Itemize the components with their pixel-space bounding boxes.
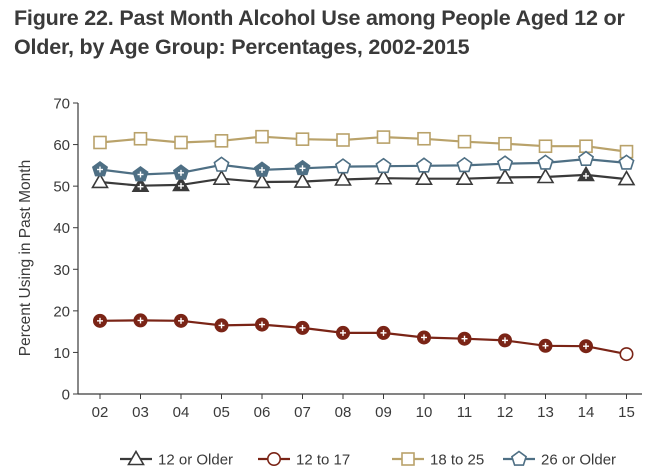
data-point-18-to-25 [498,136,512,151]
data-point-12-or-older [91,172,109,189]
legend-item-26-or-older: 26 or Older [503,450,616,469]
series-12-or-older [91,165,636,193]
data-point-26-or-older [375,157,392,174]
legend-marker-12-or-older [127,449,145,466]
data-point-18-to-25 [579,139,593,154]
y-axis-label: Percent Using in Past Month [17,160,34,356]
x-tick-label: 02 [92,404,109,421]
series-18-to-25 [93,129,634,159]
series-12-to-17 [93,313,634,362]
data-point-18-to-25 [538,139,553,154]
data-point-18-to-25 [417,131,431,146]
x-tick-label: 08 [335,404,352,421]
legend-item-12-to-17: 12 to 17 [258,452,350,469]
data-point-26-or-older [213,156,230,172]
y-tick-label: 20 [53,303,70,320]
x-tick-label: 06 [254,404,271,421]
x-tick-label: 03 [132,404,149,421]
data-point-26-or-older [496,155,514,171]
y-tick-label: 60 [53,137,70,154]
data-point-12-or-older [212,169,231,185]
data-point-26-or-older [415,157,433,173]
x-tick-label: 04 [173,404,190,421]
data-point-12-or-older [334,170,352,186]
data-point-12-or-older [455,169,474,185]
data-point-12-or-older [617,169,636,186]
data-point-26-or-older [456,156,473,173]
x-tick-label: 09 [375,404,392,421]
x-tick-label: 12 [497,404,514,421]
x-tick-label: 15 [618,404,635,421]
data-point-12-or-older [293,172,312,188]
data-point-18-to-25 [336,133,350,147]
data-point-18-to-25 [457,134,472,149]
data-point-18-to-25 [295,132,310,146]
series-26-or-older [91,150,635,182]
data-point-18-to-25 [214,134,229,148]
legend-marker-18-to-25 [401,452,415,466]
data-point-18-to-25 [255,129,269,144]
data-point-18-to-25 [133,131,148,146]
legend-label-12-or-older: 12 or Older [158,452,233,469]
legend-marker-12-to-17 [266,451,281,466]
axes: 0 10 20 30 40 50 60 70 02 03 04 05 06 07 08 09 10 11 12 13 1… [53,96,642,421]
y-tick-label: 10 [53,345,70,362]
data-point-12-or-older [374,169,393,185]
legend-label-12-to-17: 12 to 17 [296,452,350,469]
x-tick-label: 05 [213,404,230,421]
x-tick-label: 11 [457,404,473,421]
y-tick-label: 50 [53,179,70,196]
data-point-12-or-older [496,168,514,184]
chart-title: Figure 22. Past Month Alcohol Use among … [14,6,625,59]
data-point-12-or-older [415,169,433,185]
x-tick-label: 13 [537,404,554,421]
data-point-26-or-older [577,150,595,166]
y-tick-label: 40 [53,220,70,237]
legend-label-26-or-older: 26 or Older [541,452,616,469]
legend-marker-26-or-older [510,450,528,466]
y-tick-label: 70 [53,96,70,113]
legend: 12 or Older 12 to 17 18 to 25 26 or Older [120,449,616,469]
data-point-26-or-older [537,154,554,170]
data-point-18-to-25 [376,130,391,144]
data-point-26-or-older [334,158,352,174]
legend-label-18-to-25: 18 to 25 [430,452,484,469]
data-point-12-or-older [253,172,271,189]
data-point-26-or-older [618,154,635,170]
data-point-18-to-25 [174,135,188,150]
y-tick-label: 30 [53,262,70,279]
series-group [91,129,636,362]
legend-item-18-to-25: 18 to 25 [392,452,484,469]
data-point-18-to-25 [93,135,107,150]
x-tick-label: 07 [294,404,311,421]
series-line-12-or-older [99,173,627,187]
x-tick-label: 10 [416,404,433,421]
x-tick-label: 14 [578,404,595,421]
data-point-12-or-older [536,167,555,184]
y-tick-label: 0 [62,387,70,404]
data-point-12-to-17 [619,347,634,362]
legend-item-12-or-older: 12 or Older [120,449,233,469]
